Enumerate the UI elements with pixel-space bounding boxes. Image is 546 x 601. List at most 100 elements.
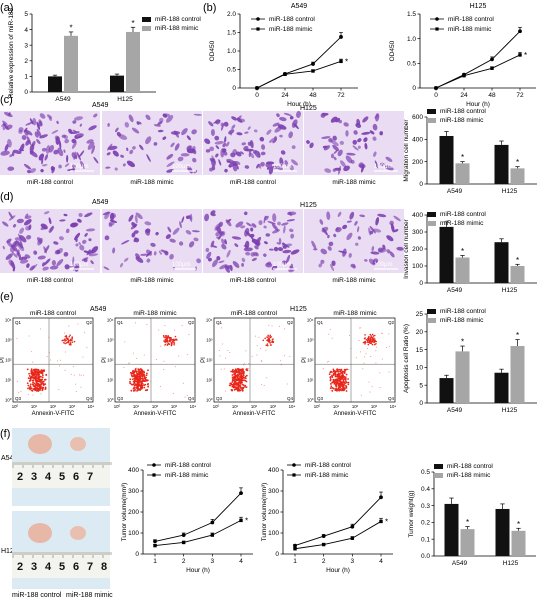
y-axis-label: Tumor weight(g) (408, 490, 415, 537)
flow-event (266, 344, 269, 347)
flow-event (34, 368, 37, 371)
stained-cell (231, 124, 236, 130)
stained-cell (87, 249, 91, 254)
stained-cell (243, 145, 249, 151)
panel-label-b: (b) (203, 2, 216, 14)
flow-event (139, 380, 142, 382)
stained-cell (212, 259, 218, 268)
flow-event (234, 388, 237, 390)
flow-event (41, 389, 44, 392)
stained-cell (43, 246, 47, 254)
flow-event (136, 389, 138, 392)
stained-cell (140, 253, 149, 256)
flow-event (163, 336, 165, 338)
flow-event (123, 366, 125, 368)
x-axis-label: Hour (h) (287, 101, 311, 108)
flow-event (29, 383, 32, 386)
legend-label: miR-188 control (440, 211, 486, 218)
flow-event (141, 377, 144, 379)
flow-event (267, 334, 269, 337)
flow-event (133, 375, 135, 377)
flow-x-tick: 10¹ (232, 404, 239, 409)
flow-y-label: PI (102, 357, 108, 363)
micrograph-caption: miR-188 control (27, 277, 73, 284)
stained-cell (362, 116, 369, 123)
flow-event (343, 376, 346, 378)
flow-event (360, 394, 362, 396)
migration-micrographs: A549 H125 100μm miR-188 control 100μm miR-1… (0, 102, 404, 186)
y-tick-label: 15 (416, 347, 424, 354)
stained-cell (215, 232, 220, 237)
stained-cell (361, 131, 371, 135)
flow-event (172, 393, 174, 395)
data-point (339, 59, 343, 64)
stained-cell (88, 253, 99, 257)
panel-label-f: (f) (0, 428, 10, 440)
legend-label: miR-188 control (440, 308, 486, 315)
stained-cell (234, 243, 239, 248)
flow-event (372, 335, 375, 337)
flow-y-tick: 10² (107, 358, 114, 363)
y-tick-label: 25 (416, 311, 424, 318)
flow-plot-frame (314, 317, 396, 403)
bar (455, 351, 470, 403)
flow-event (32, 371, 35, 374)
flow-event (145, 374, 148, 376)
flow-event (46, 355, 48, 357)
y-tick-label: 600 (412, 114, 423, 121)
flow-x-tick: 10¹ (333, 404, 340, 409)
flow-event (329, 328, 331, 330)
stained-cell (162, 136, 167, 140)
stained-cell (105, 166, 111, 169)
flow-y-tick: 10⁴ (307, 318, 314, 323)
flow-event (173, 329, 175, 331)
stained-cell (290, 233, 295, 239)
stained-cell (79, 123, 83, 127)
x-tick-label: 4 (239, 558, 243, 565)
stained-cell (293, 122, 299, 130)
micrograph-caption: miR-188 control (230, 179, 276, 186)
flow-event (359, 351, 361, 353)
legend-marker (256, 27, 260, 31)
flow-event (140, 382, 143, 384)
quadrant-label: Q2 (388, 320, 395, 325)
flow-event (271, 325, 273, 327)
flow-event (41, 374, 44, 377)
flow-event (347, 378, 349, 380)
stained-cell (360, 164, 365, 173)
ruler-digit: 6 (73, 561, 79, 573)
stained-cell (179, 221, 182, 229)
stained-cell (81, 239, 87, 244)
stained-cell (244, 227, 250, 237)
stained-cell (132, 146, 136, 150)
stained-cell (240, 151, 244, 155)
flow-event (173, 343, 175, 346)
flow-event (234, 369, 237, 372)
legend-label: miR-188 mimic (440, 220, 484, 227)
x-tick-label: H125 (502, 188, 518, 195)
stained-cell (228, 160, 237, 168)
chart-od450-h125: 0 0.5 1.0 1.5 OD450 0 24 48 72 Hour (h) H125 * miR-1… (389, 3, 536, 108)
flow-event (336, 369, 338, 371)
y-tick-label: 0 (412, 85, 416, 92)
flow-event (129, 378, 132, 381)
stained-cell (9, 154, 13, 158)
significance-marker: * (461, 153, 464, 162)
stained-cell (177, 156, 184, 162)
y-tick-label: 100 (128, 530, 139, 537)
stained-cell (370, 251, 380, 255)
ruler-digit: 2 (17, 561, 23, 573)
stained-cell (258, 163, 262, 169)
data-point (293, 547, 297, 551)
stained-cell (264, 241, 268, 245)
stained-cell (109, 219, 118, 223)
stained-cell (37, 255, 46, 260)
stained-cell (71, 141, 77, 149)
flow-event (365, 353, 367, 355)
bar (494, 144, 509, 184)
scale-bar-label: 100μm (273, 262, 291, 268)
stained-cell (120, 154, 125, 158)
y-tick-label: 0 (24, 89, 28, 96)
series-line (435, 30, 521, 89)
stained-cell (24, 213, 29, 219)
